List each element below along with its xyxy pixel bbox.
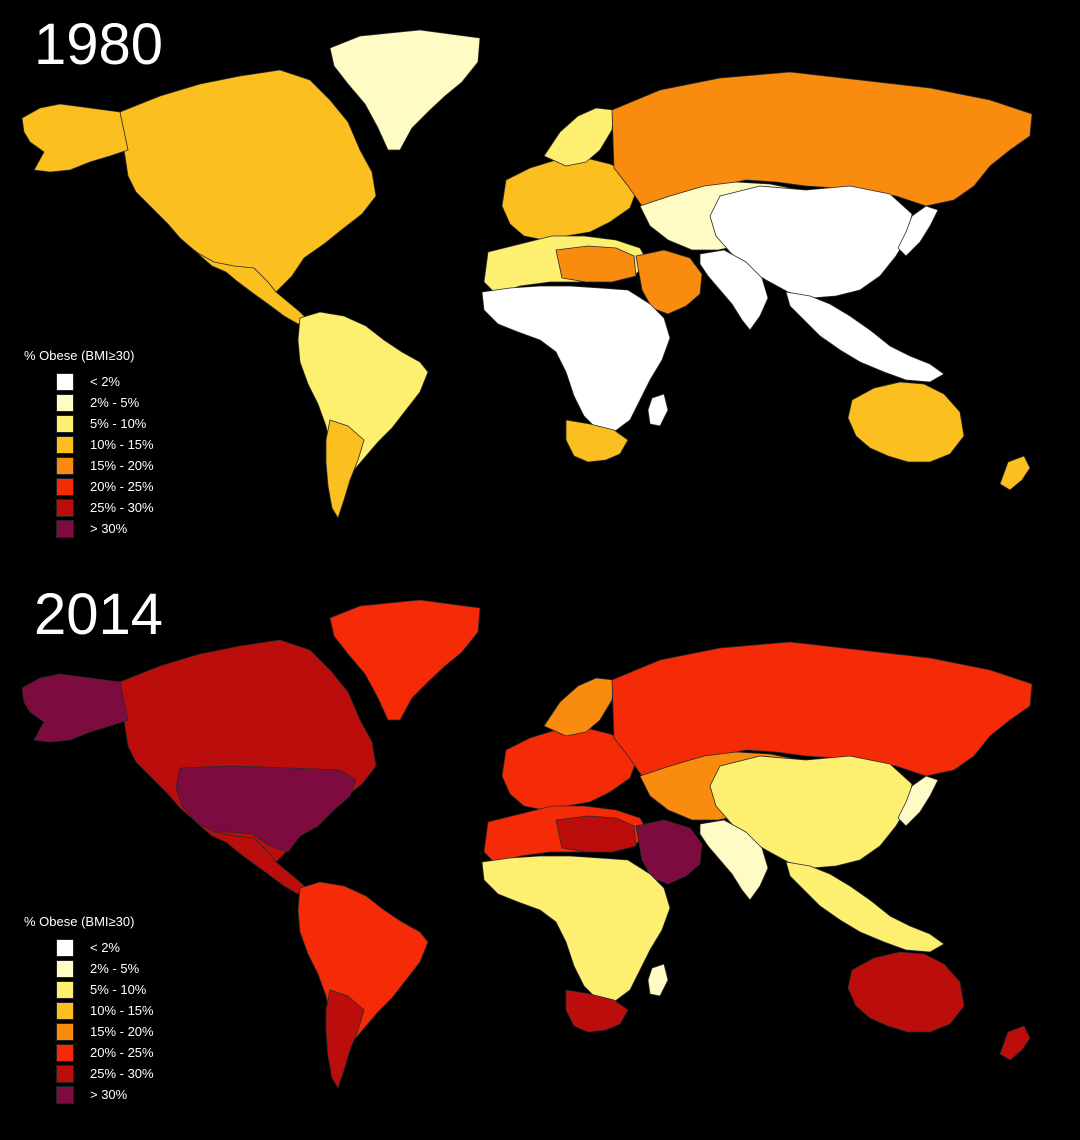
legend-label: 2% - 5% [90, 395, 140, 410]
legend-label: > 30% [90, 1087, 128, 1102]
legend-2014: % Obese (BMI≥30) < 2% 2% - 5% 5% - 10% 10% … [24, 914, 154, 1105]
region-scandinavia [543, 107, 615, 167]
legend-item: > 30% [56, 1084, 154, 1105]
legend-swatch [56, 414, 74, 433]
region-southern-africa [565, 989, 629, 1033]
legend-swatch [56, 1022, 74, 1041]
legend-label: 10% - 15% [90, 437, 154, 452]
legend-swatch [56, 372, 74, 391]
region-new-zealand [999, 455, 1031, 491]
legend-label: 15% - 20% [90, 1024, 154, 1039]
region-usa [175, 765, 357, 853]
region-north-america [119, 69, 377, 293]
region-sub-saharan-africa [481, 855, 671, 1003]
legend-item: < 2% [56, 371, 154, 392]
region-india [699, 819, 769, 901]
region-alaska [21, 673, 129, 743]
region-southeast-asia [785, 291, 945, 383]
region-madagascar [647, 963, 669, 997]
legend-swatch [56, 519, 74, 538]
region-arabia [635, 819, 703, 885]
year-title-1980: 1980 [34, 12, 164, 77]
legend-1980: % Obese (BMI≥30) < 2% 2% - 5% 5% - 10% 10% … [24, 348, 154, 539]
legend-swatch [56, 498, 74, 517]
legend-label: < 2% [90, 940, 120, 955]
legend-label: 25% - 30% [90, 500, 154, 515]
legend-swatch [56, 980, 74, 999]
legend-swatch [56, 477, 74, 496]
region-china [709, 755, 913, 869]
legend-item: 10% - 15% [56, 434, 154, 455]
legend-label: 20% - 25% [90, 479, 154, 494]
map-panel-1980: 1980 % Obese (BMI≥30) < 2% 2% - 5% 5% - 10… [21, 12, 1033, 539]
legend-item: 15% - 20% [56, 455, 154, 476]
region-greenland [329, 599, 481, 721]
legend-item: 25% - 30% [56, 1063, 154, 1084]
legend-item: > 30% [56, 518, 154, 539]
region-south-america [297, 881, 429, 1055]
legend-swatch [56, 1043, 74, 1062]
region-southern-africa [565, 419, 629, 463]
legend-item: 2% - 5% [56, 958, 154, 979]
legend-label: 5% - 10% [90, 982, 147, 997]
region-india [699, 249, 769, 331]
legend-item: 5% - 10% [56, 979, 154, 1000]
region-argentina [325, 989, 365, 1089]
region-china [709, 185, 913, 299]
region-libya-egypt [555, 245, 637, 283]
legend-item: 10% - 15% [56, 1000, 154, 1021]
legend-item: 5% - 10% [56, 413, 154, 434]
legend-item: 20% - 25% [56, 1042, 154, 1063]
region-japan [897, 205, 939, 257]
region-australia [847, 951, 965, 1033]
legend-swatch [56, 435, 74, 454]
region-madagascar [647, 393, 669, 427]
legend-item: 25% - 30% [56, 497, 154, 518]
legend-swatch [56, 959, 74, 978]
legend-swatch [56, 393, 74, 412]
legend-label: 20% - 25% [90, 1045, 154, 1060]
map-panel-2014: 2014 % Obese (BMI≥30) < 2% 2% - 5% 5% - 10… [0, 570, 1080, 1140]
region-japan [897, 775, 939, 827]
legend-label: 15% - 20% [90, 458, 154, 473]
legend-item: 15% - 20% [56, 1021, 154, 1042]
legend-item: < 2% [56, 937, 154, 958]
legend-label: < 2% [90, 374, 120, 389]
region-greenland [329, 29, 481, 151]
legend-swatch [56, 938, 74, 957]
region-australia [847, 381, 965, 463]
legend-rows: < 2% 2% - 5% 5% - 10% 10% - 15% 15% - 20% 20%… [24, 937, 154, 1105]
legend-label: 25% - 30% [90, 1066, 154, 1081]
region-libya-egypt [555, 815, 637, 853]
year-title-2014: 2014 [34, 582, 164, 647]
region-southeast-asia [785, 861, 945, 953]
legend-swatch [56, 1064, 74, 1083]
region-alaska [21, 103, 129, 173]
world-map-1980 [21, 29, 1033, 519]
legend-label: 10% - 15% [90, 1003, 154, 1018]
legend-swatch [56, 1001, 74, 1020]
region-scandinavia [543, 677, 615, 737]
region-arabia [635, 249, 703, 315]
region-south-america [297, 311, 429, 485]
legend-label: > 30% [90, 521, 128, 536]
region-argentina [325, 419, 365, 519]
legend-title: % Obese (BMI≥30) [24, 914, 135, 929]
legend-label: 2% - 5% [90, 961, 140, 976]
legend-swatch [56, 1085, 74, 1104]
region-sub-saharan-africa [481, 285, 671, 433]
legend-title: % Obese (BMI≥30) [24, 348, 135, 363]
legend-rows: < 2% 2% - 5% 5% - 10% 10% - 15% 15% - 20% 20%… [24, 371, 154, 539]
region-new-zealand [999, 1025, 1031, 1061]
legend-item: 20% - 25% [56, 476, 154, 497]
legend-item: 2% - 5% [56, 392, 154, 413]
legend-swatch [56, 456, 74, 475]
world-map-2014 [21, 599, 1033, 1089]
legend-label: 5% - 10% [90, 416, 147, 431]
